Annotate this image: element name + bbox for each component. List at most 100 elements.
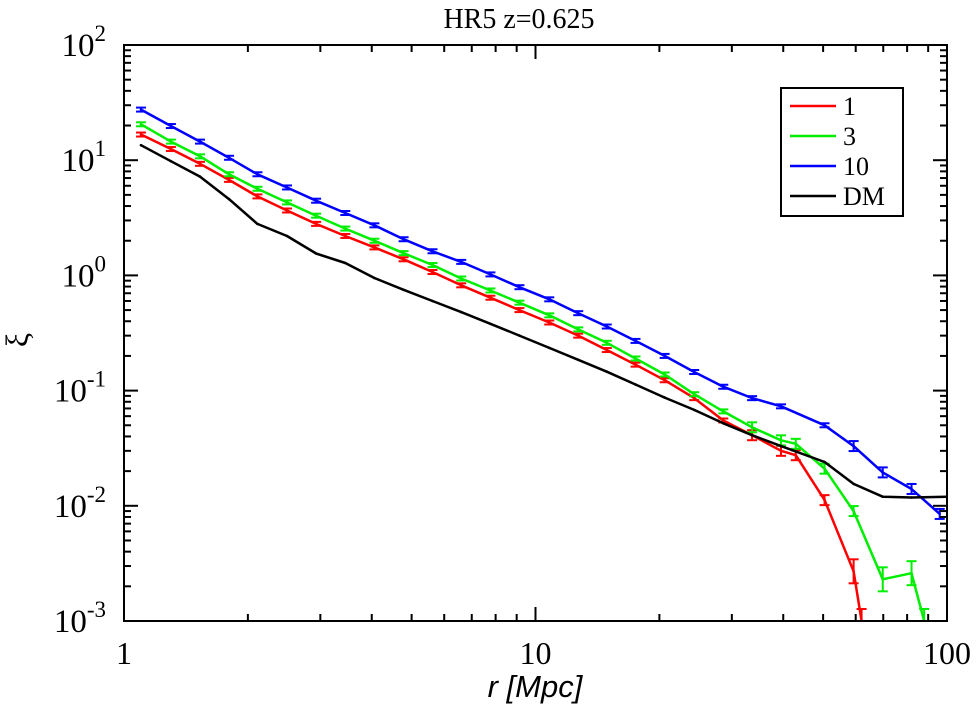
series-10: [136, 106, 945, 520]
data-point: [663, 396, 666, 399]
error-bar: [514, 284, 525, 291]
error-bar: [427, 248, 438, 255]
y-tick-label: 10-1: [54, 367, 106, 410]
error-bar: [630, 355, 641, 362]
y-tick-base: 10: [54, 604, 87, 640]
error-bar: [282, 184, 293, 191]
y-tick-exponent: 1: [95, 136, 107, 161]
error-bar: [689, 391, 700, 398]
error-bar: [340, 225, 351, 232]
error-bar: [311, 212, 322, 219]
data-point: [459, 310, 463, 314]
error-bar: [747, 395, 758, 402]
chart-title: HR5 z=0.625: [443, 4, 594, 35]
error-bar: [369, 222, 380, 229]
error-bar: [136, 121, 147, 128]
data-point: [881, 495, 884, 499]
y-axis-label: ξ: [0, 333, 35, 347]
data-point: [431, 299, 434, 303]
y-tick-exponent: 0: [95, 251, 107, 276]
error-bar: [398, 256, 409, 263]
error-bar: [573, 326, 584, 333]
error-bar: [311, 197, 322, 204]
error-bar: [485, 287, 496, 294]
y-tick-label: 10-3: [54, 597, 106, 640]
x-tick-label: 100: [923, 635, 971, 671]
legend-label-3: 3: [843, 122, 856, 151]
error-bar: [427, 262, 438, 269]
error-bar: [485, 294, 496, 301]
plot-area: [123, 44, 948, 622]
error-bar: [224, 176, 235, 183]
y-tick-exponent: -1: [87, 367, 106, 392]
error-bar: [848, 558, 859, 585]
error-bar: [747, 421, 758, 434]
legend-box: [780, 87, 904, 217]
error-bar: [718, 408, 729, 415]
error-bar: [514, 299, 525, 306]
series-3: [136, 121, 930, 621]
error-bar: [906, 560, 917, 587]
ticks-layer: [123, 45, 947, 622]
y-tick-label: 10-2: [54, 482, 106, 525]
data-point: [722, 422, 725, 425]
data-point: [256, 222, 259, 226]
error-bar: [601, 323, 612, 330]
error-bar: [544, 296, 555, 303]
error-bar: [427, 269, 438, 276]
error-bar: [165, 146, 176, 153]
series-line-DM: [140, 144, 947, 499]
error-bar: [398, 236, 409, 243]
error-bar: [544, 319, 555, 326]
error-bar: [195, 160, 206, 167]
y-tick-base: 10: [62, 143, 95, 179]
series-DM: [139, 143, 947, 499]
error-bar: [224, 154, 235, 161]
legend-label-10: 10: [843, 152, 869, 181]
error-bar: [282, 207, 293, 214]
series-1: [136, 131, 867, 621]
error-bar: [630, 337, 641, 344]
error-bar: [877, 566, 888, 593]
error-bar: [877, 466, 888, 479]
y-tick-label: 101: [62, 136, 107, 179]
error-bar: [136, 131, 147, 138]
x-tick-label: 1: [116, 635, 132, 671]
error-bar: [456, 282, 467, 289]
error-bar: [659, 352, 670, 359]
y-tick-base: 10: [62, 28, 95, 64]
error-bar: [195, 153, 206, 160]
x-axis-label: r [Mpc]: [488, 669, 584, 704]
data-point: [750, 433, 754, 437]
error-bar: [819, 422, 830, 429]
error-bar: [848, 505, 859, 518]
error-bar: [136, 106, 147, 113]
error-bar: [856, 608, 867, 621]
error-bar: [601, 339, 612, 346]
error-bar: [775, 403, 786, 410]
error-bar: [514, 307, 525, 314]
data-point: [285, 234, 289, 238]
error-bar: [282, 199, 293, 206]
y-tick-base: 10: [62, 258, 95, 294]
error-bar: [252, 185, 263, 192]
error-bar: [790, 437, 801, 450]
data-point: [198, 175, 202, 178]
data-point: [227, 197, 231, 201]
series-line-1: [140, 133, 863, 621]
data-point: [344, 261, 347, 265]
data-point: [314, 252, 318, 255]
error-bar: [340, 232, 351, 239]
error-bar: [456, 275, 467, 282]
data-point: [852, 482, 855, 486]
error-bar: [689, 369, 700, 376]
error-bar: [485, 271, 496, 278]
data-point: [139, 143, 143, 147]
data-point: [489, 322, 492, 326]
y-tick-exponent: -3: [87, 597, 106, 622]
series-line-10: [140, 108, 941, 515]
error-bar: [224, 171, 235, 178]
error-bar: [848, 440, 859, 453]
